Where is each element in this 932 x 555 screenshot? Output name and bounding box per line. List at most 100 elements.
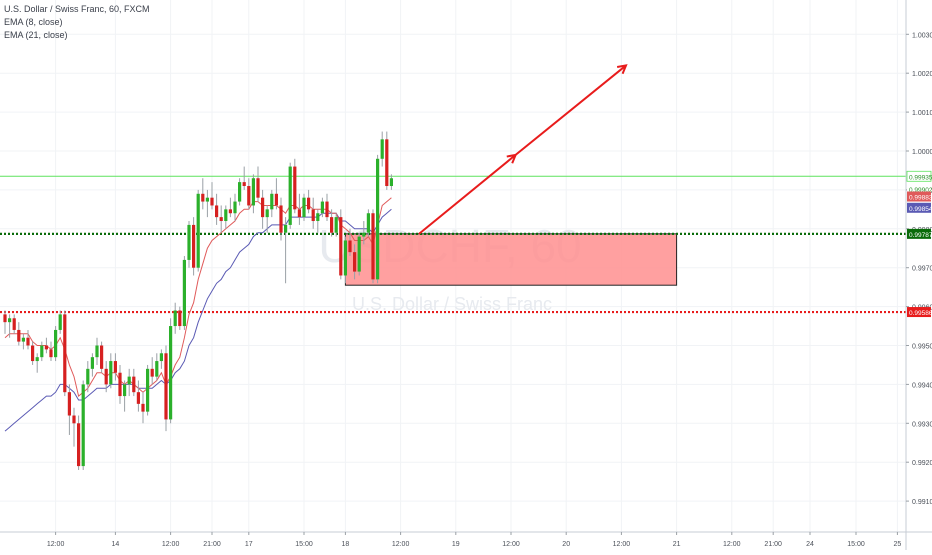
candle: [182, 256, 186, 330]
candle: [228, 197, 232, 218]
candle-body: [40, 345, 44, 358]
y-tick-label: 1.00000: [912, 149, 932, 156]
candle-body: [330, 217, 334, 233]
candle: [348, 228, 352, 257]
candle-body: [192, 224, 196, 268]
x-tick-label: 24: [806, 541, 814, 548]
candle: [127, 368, 131, 397]
candle-body: [21, 337, 25, 342]
candle: [123, 380, 127, 412]
candle: [58, 310, 62, 334]
candle-body: [320, 201, 324, 214]
candle-body: [100, 345, 104, 369]
candle-body: [63, 314, 67, 393]
candle: [109, 353, 113, 389]
candle-body: [302, 197, 306, 218]
candle: [302, 193, 306, 222]
candle-body: [215, 205, 219, 218]
candle: [17, 322, 21, 346]
candle: [63, 310, 67, 397]
candle-body: [150, 368, 154, 377]
watermark-name: U.S. Dollar / Swiss Franc: [352, 294, 552, 314]
candle-body: [90, 357, 94, 369]
candle-body: [164, 353, 168, 420]
candle-body: [12, 318, 16, 330]
x-tick-label: 21:00: [764, 541, 782, 548]
candle: [279, 197, 283, 241]
candle-body: [228, 209, 232, 214]
candle: [366, 209, 370, 237]
candle: [380, 131, 384, 167]
candle-body: [380, 139, 384, 159]
candle-body: [366, 213, 370, 233]
candle: [150, 357, 154, 385]
candle-body: [389, 178, 393, 187]
candle: [100, 341, 104, 373]
candle-body: [136, 392, 140, 404]
price-label: 0.99854: [909, 206, 932, 213]
candle: [173, 302, 177, 334]
candle-body: [26, 337, 30, 346]
candle: [330, 209, 334, 237]
candle-body: [44, 345, 48, 350]
candle: [44, 337, 48, 354]
candle-body: [77, 423, 81, 467]
candle-body: [343, 240, 347, 276]
candle-body: [95, 345, 99, 358]
chart-legend: U.S. Dollar / Swiss Franc, 60, FXCM EMA …: [4, 3, 150, 42]
x-tick-label: 12:00: [613, 541, 631, 548]
x-tick-label: 18: [342, 541, 350, 548]
legend-title[interactable]: U.S. Dollar / Swiss Franc, 60, FXCM: [4, 4, 150, 14]
candle-body: [261, 197, 265, 218]
candle-body: [141, 403, 145, 412]
candle-body: [274, 193, 278, 206]
candle-body: [54, 329, 58, 358]
candle-body: [58, 314, 62, 330]
candle: [196, 189, 200, 272]
candle: [385, 131, 389, 190]
candle-body: [224, 209, 228, 222]
candle-body: [297, 209, 301, 218]
candle-body: [353, 252, 357, 272]
candle-body: [127, 376, 131, 385]
candle: [35, 353, 39, 373]
candle: [224, 205, 228, 229]
legend-ema-fast[interactable]: EMA (8, close): [4, 17, 63, 27]
x-tick-label: 15:00: [295, 541, 313, 548]
x-tick-label: 12:00: [162, 541, 180, 548]
candle: [270, 189, 274, 218]
candle: [86, 361, 90, 393]
arrow-head: [616, 64, 628, 75]
candle-body: [376, 158, 380, 280]
candle-body: [35, 357, 39, 362]
candle-body: [325, 201, 329, 218]
candle-body: [256, 178, 260, 198]
candle: [288, 162, 292, 229]
x-tick-label: 17: [245, 541, 253, 548]
candle: [164, 345, 168, 432]
candle-body: [196, 193, 200, 268]
candle: [371, 209, 375, 284]
legend-ema-slow[interactable]: EMA (21, close): [4, 30, 68, 40]
x-tick-label: 20: [562, 541, 570, 548]
candle: [21, 333, 25, 350]
candle: [219, 205, 223, 233]
candle-body: [288, 166, 292, 225]
candle-body: [123, 384, 127, 397]
candle: [40, 341, 44, 362]
candle: [307, 189, 311, 214]
candle-body: [67, 392, 71, 416]
candle: [233, 193, 237, 222]
price-label: 0.99787: [909, 232, 932, 239]
candle: [159, 349, 163, 369]
candle: [238, 178, 242, 206]
candle-body: [155, 361, 159, 377]
candle: [251, 174, 255, 214]
candle-body: [173, 310, 177, 327]
